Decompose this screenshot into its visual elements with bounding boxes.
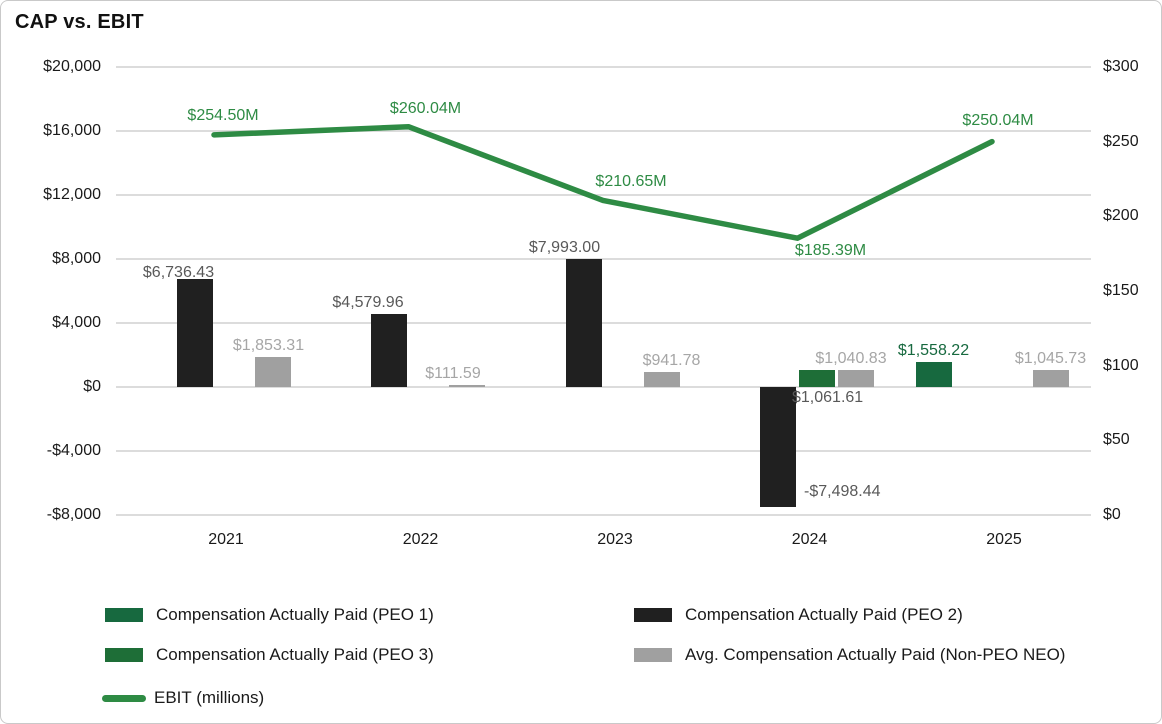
x-axis-label: 2024: [791, 531, 828, 548]
bar-value-label: $7,993.00: [528, 239, 601, 257]
y-axis-label-right: $0: [1103, 506, 1121, 523]
legend-label-peo2: Compensation Actually Paid (PEO 2): [685, 605, 963, 624]
y-axis-label-right: $100: [1103, 356, 1139, 374]
ebit-value-label: $210.65M: [595, 173, 667, 191]
bar: [1032, 370, 1069, 387]
bar-value-label: -$7,498.44: [804, 483, 881, 500]
y-axis-label-right: $300: [1103, 58, 1139, 75]
bar-value-label: $6,736.43: [142, 264, 215, 282]
bar: [254, 357, 291, 387]
bar: [371, 313, 407, 387]
x-axis-label: 2022: [402, 531, 439, 548]
y-axis-label-right: $250: [1103, 132, 1139, 150]
bar: [838, 370, 874, 387]
gridline: [116, 130, 1091, 132]
gridline: [116, 514, 1091, 516]
legend-item-neo: Avg. Compensation Actually Paid (Non-PEO…: [634, 644, 1065, 666]
chart-title: CAP vs. EBIT: [15, 11, 144, 33]
bar: [176, 279, 213, 387]
bar: [799, 370, 835, 387]
bar: [643, 371, 680, 387]
y-axis-label-left: $16,000: [43, 122, 101, 139]
legend-item-ebit: EBIT (millions): [102, 687, 264, 709]
bar-value-label: $4,579.96: [332, 293, 404, 311]
y-axis-label-left: $4,000: [52, 314, 101, 331]
ebit-value-label: $260.04M: [389, 99, 462, 117]
bar-value-label: $1,045.73: [1014, 350, 1087, 368]
bar: [915, 362, 952, 387]
y-axis-label-left: -$4,000: [46, 442, 101, 459]
legend-label-ebit: EBIT (millions): [154, 688, 265, 707]
legend-swatch-neo: [634, 648, 672, 662]
bar-value-label: $1,853.31: [232, 337, 305, 355]
bar-value-label: $1,558.22: [897, 342, 970, 360]
legend-label-neo: Avg. Compensation Actually Paid (Non-PEO…: [685, 645, 1066, 664]
legend-label-peo3: Compensation Actually Paid (PEO 3): [156, 645, 434, 664]
bar-value-label: $1,040.83: [815, 350, 887, 368]
legend-swatch-peo2: [634, 608, 672, 622]
gridline: [116, 386, 1091, 388]
legend-swatch-ebit-line: [102, 694, 146, 702]
legend-item-peo1: Compensation Actually Paid (PEO 1): [105, 604, 434, 626]
y-axis-label-left: $20,000: [43, 58, 101, 75]
y-axis-label-right: $150: [1103, 282, 1139, 299]
y-axis-label-right: $200: [1103, 207, 1139, 225]
gridline: [116, 194, 1091, 196]
gridline: [116, 258, 1091, 260]
y-axis-label-left: $12,000: [43, 186, 101, 203]
x-axis-label: 2021: [208, 531, 244, 548]
bar-value-label: $941.78: [642, 351, 701, 369]
gridline: [116, 450, 1091, 452]
bar: [565, 259, 602, 387]
ebit-value-label: $250.04M: [962, 111, 1034, 129]
legend-label-peo1: Compensation Actually Paid (PEO 1): [156, 605, 434, 624]
legend-swatch-peo1: [105, 608, 143, 622]
y-axis-label-left: $0: [83, 378, 101, 395]
gridline: [116, 322, 1091, 324]
y-axis-label-right: $50: [1103, 431, 1130, 449]
bar: [449, 385, 485, 388]
y-axis-label-left: $8,000: [52, 250, 101, 267]
bar-value-label: $111.59: [425, 365, 481, 383]
gridline: [116, 66, 1091, 68]
legend-item-peo2: Compensation Actually Paid (PEO 2): [634, 604, 963, 626]
bar: [760, 387, 796, 507]
legend-swatch-peo3: [105, 648, 143, 662]
ebit-value-label: $185.39M: [794, 242, 867, 260]
x-axis-label: 2025: [986, 531, 1022, 548]
legend-item-peo3: Compensation Actually Paid (PEO 3): [105, 644, 434, 666]
x-axis-label: 2023: [597, 531, 633, 548]
bar-value-label: $1,061.61: [792, 389, 864, 406]
y-axis-label-left: -$8,000: [46, 506, 101, 523]
ebit-value-label: $254.50M: [187, 106, 259, 124]
